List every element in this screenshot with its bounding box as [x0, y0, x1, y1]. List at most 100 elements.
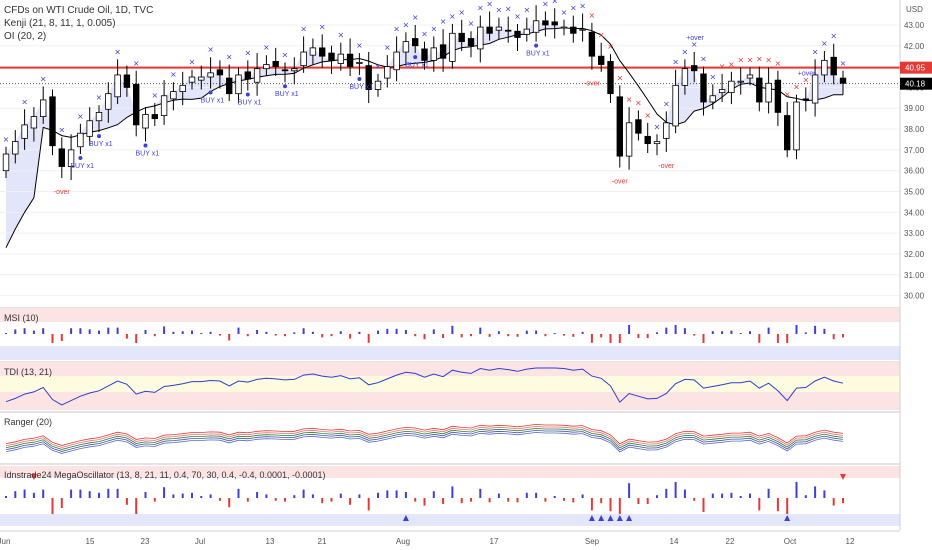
mega-bar — [646, 498, 649, 504]
candle — [570, 15, 577, 43]
msi-bar — [795, 325, 798, 334]
candle — [681, 59, 689, 95]
mega-bar — [581, 494, 584, 498]
mega-bar — [302, 489, 305, 498]
candle-body — [67, 149, 75, 167]
msi-bar — [711, 331, 714, 334]
candle-body — [830, 56, 837, 76]
candle — [235, 67, 242, 104]
mega-bar — [442, 498, 445, 504]
msi-bar — [749, 331, 751, 334]
buy-label: BUY x1 — [405, 62, 429, 69]
time-tick-label: 14 — [670, 537, 679, 546]
signal-x-marker: × — [21, 97, 28, 106]
candle-body — [784, 115, 791, 151]
candle — [123, 65, 131, 97]
msi-bar — [144, 330, 147, 334]
ranger-line — [5, 427, 844, 450]
mega-bar — [274, 498, 277, 501]
candle-body — [756, 77, 763, 103]
candle-body — [746, 74, 754, 79]
signal-x-marker: × — [793, 83, 800, 92]
signal-x-marker: × — [784, 90, 791, 99]
candle-body — [477, 26, 484, 50]
panel-msi: 0.00 — [0, 307, 920, 360]
signal-x-marker: × — [626, 95, 633, 104]
candle — [532, 5, 540, 42]
mega-up-arrow — [626, 515, 633, 521]
candle — [151, 103, 158, 126]
over-label: -over — [658, 163, 675, 170]
msi-bar — [432, 329, 435, 334]
mega-bar — [88, 491, 91, 498]
candle-body — [737, 80, 744, 83]
msi-bar — [767, 327, 770, 334]
signal-x-marker: × — [226, 53, 233, 62]
mega-bar — [795, 482, 798, 498]
candle-body — [709, 95, 716, 103]
signal-x-marker: × — [114, 47, 121, 56]
mega-bar — [5, 496, 7, 498]
candle — [346, 38, 354, 76]
candle — [77, 123, 84, 155]
candle-body — [672, 84, 679, 127]
mega-bar — [116, 488, 119, 498]
msi-bar — [172, 331, 175, 334]
msi-bar — [5, 333, 7, 334]
candle-body — [281, 69, 289, 72]
panel-msi-title: MSI (10) — [4, 313, 39, 323]
signal-x-marker: × — [719, 62, 726, 71]
indicator-oi-label: OI (20, 2) — [4, 31, 47, 42]
buy-label: BUY x1 — [70, 163, 94, 170]
mega-bar — [404, 492, 407, 498]
msi-bar — [237, 327, 240, 334]
price-tick-label: 32.00 — [904, 250, 925, 259]
panel-tdi-title: TDI (13, 21) — [4, 367, 53, 377]
msi-bar — [423, 334, 426, 340]
candle-body — [133, 83, 140, 126]
msi-bar — [497, 331, 500, 334]
mega-bar — [470, 498, 472, 502]
mega-up-arrow — [598, 515, 605, 521]
candle-body — [653, 141, 661, 145]
msi-bar — [470, 334, 472, 337]
msi-bar — [786, 334, 789, 343]
msi-bar — [507, 334, 510, 337]
candle-body — [402, 41, 410, 53]
msi-bar — [14, 329, 17, 334]
msi-bar — [125, 334, 128, 339]
msi-bar — [842, 334, 844, 338]
time-tick-label: 17 — [490, 537, 499, 546]
mega-bar — [572, 498, 575, 503]
candle-body — [216, 69, 224, 76]
candle — [477, 15, 484, 63]
msi-bar — [553, 333, 556, 334]
signal-x-marker: × — [821, 39, 828, 48]
candle — [328, 45, 335, 74]
panel-band — [0, 392, 900, 410]
mega-bar — [507, 498, 510, 502]
candle-body — [198, 76, 205, 81]
mega-bar — [153, 498, 156, 502]
price-axis: USD43.0042.0041.0040.0039.0038.0037.0036… — [899, 0, 932, 550]
candle — [188, 69, 196, 90]
candle — [226, 64, 233, 101]
signal-x-marker: × — [616, 73, 623, 82]
signal-x-marker: × — [356, 41, 363, 50]
msi-bar — [609, 334, 612, 343]
signal-x-marker: × — [375, 62, 382, 71]
signal-x-marker: × — [440, 17, 447, 26]
candle — [365, 52, 372, 104]
over-label: +over — [798, 70, 816, 77]
mega-bar — [656, 495, 658, 498]
candle-body — [607, 61, 614, 95]
candle-body — [430, 47, 437, 61]
msi-bar — [79, 328, 82, 334]
candle-body — [700, 73, 707, 103]
signal-x-marker: × — [728, 60, 735, 69]
msi-bar — [804, 332, 807, 334]
ranger-line — [5, 429, 844, 452]
signal-x-marker: × — [96, 93, 103, 102]
candle-body — [802, 98, 809, 101]
